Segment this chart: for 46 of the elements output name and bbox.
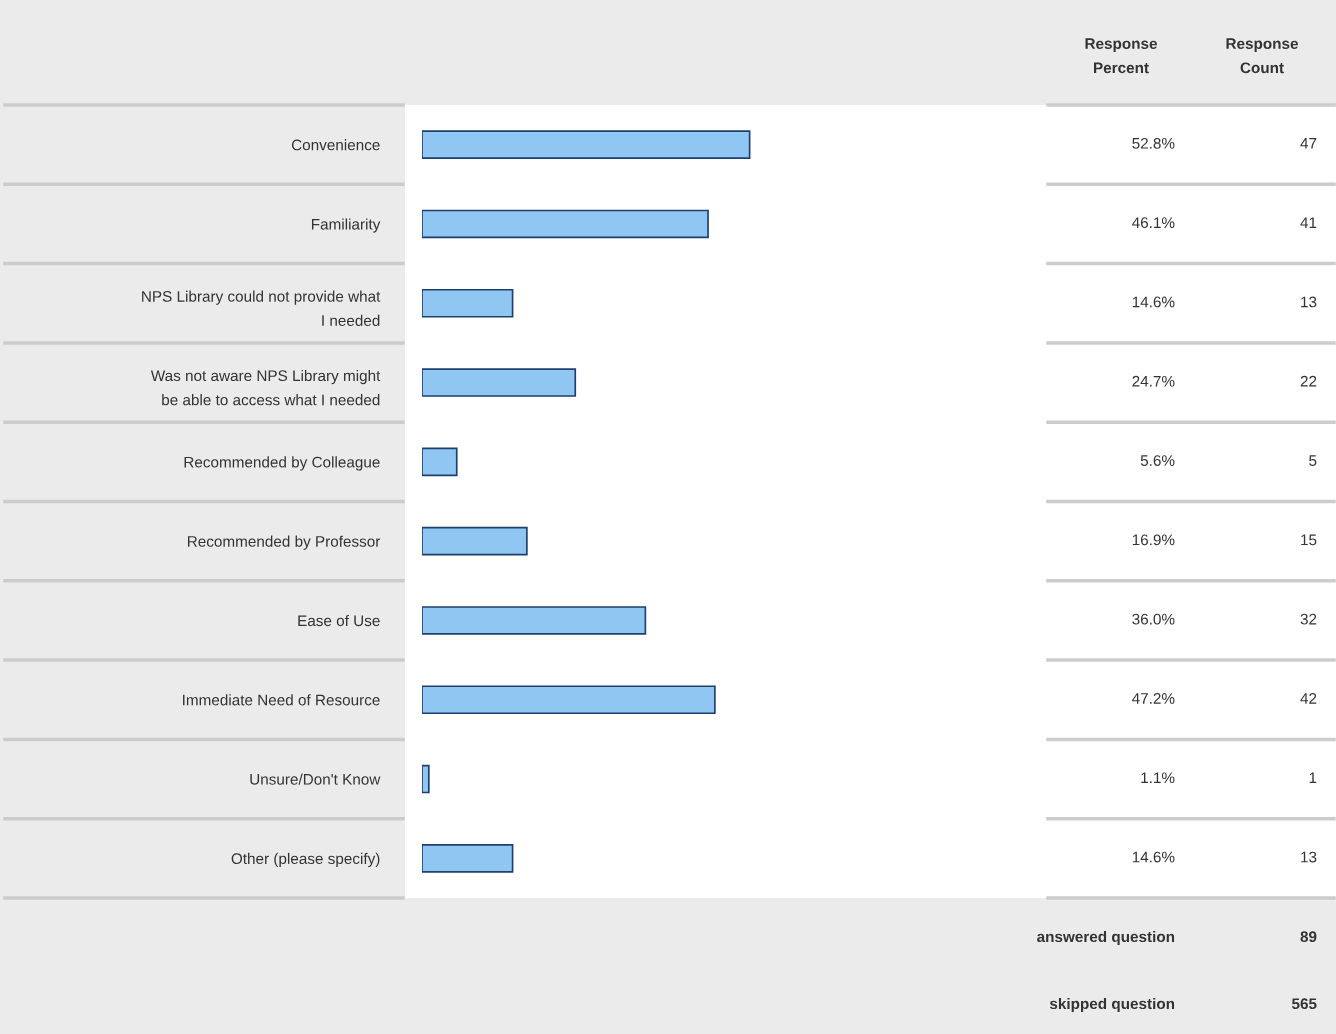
data-label: 52.8% [1132,137,1175,149]
text: 89 [1300,931,1317,943]
y-tick-label: Unsure/Don't Know [250,773,381,785]
data-label: 1.1% [1141,772,1175,784]
text: 1 [1309,772,1317,783]
text: 13 [1301,851,1317,863]
text: 32 [1300,613,1317,625]
y-tick-label: Other (please specify) [231,852,380,868]
bar [422,209,709,239]
bar [422,764,430,794]
data-label: 14.6% [1132,851,1175,863]
text: 13 [1301,296,1317,308]
y-tick-label: Familiarity [311,218,381,233]
data-label: 16.9% [1132,534,1175,546]
text: Response Percent [1085,38,1157,74]
y-tick-label: Recommended by Colleague [184,456,380,471]
text: 22 [1300,375,1317,387]
data-label: 36.0% [1132,613,1175,625]
y-tick-label: Was not aware NPS Library might be able to access what I needed [150,369,381,406]
text: Response Count [1226,38,1298,74]
bar [422,526,528,556]
y-tick-label: Recommended by Professor [187,535,381,550]
text: skipped question [1049,997,1175,1013]
bar [422,685,716,715]
bar [422,606,647,635]
text: 565 [1291,998,1317,1010]
y-tick-label: Immediate Need of Resource [183,694,380,706]
bar [422,844,514,873]
y-tick-label: Convenience [291,139,380,151]
text: 41 [1300,217,1317,228]
bar [422,368,577,397]
data-label: 5.6% [1140,455,1175,466]
text: answered question [1037,930,1175,946]
y-tick-label: NPS Library could not provide what I needed [142,290,381,327]
bar [422,447,458,477]
data-label: 14.6% [1132,296,1175,308]
bar [422,288,514,318]
data-label: 24.7% [1132,375,1175,387]
text: 15 [1301,534,1317,546]
data-label: 46.1% [1132,217,1175,229]
y-tick-label: Ease of Use [298,614,380,627]
data-label: 47.2% [1132,693,1175,704]
text: 42 [1300,693,1317,704]
text: 47 [1300,138,1317,149]
text: 5 [1309,455,1317,466]
bar [422,130,751,159]
